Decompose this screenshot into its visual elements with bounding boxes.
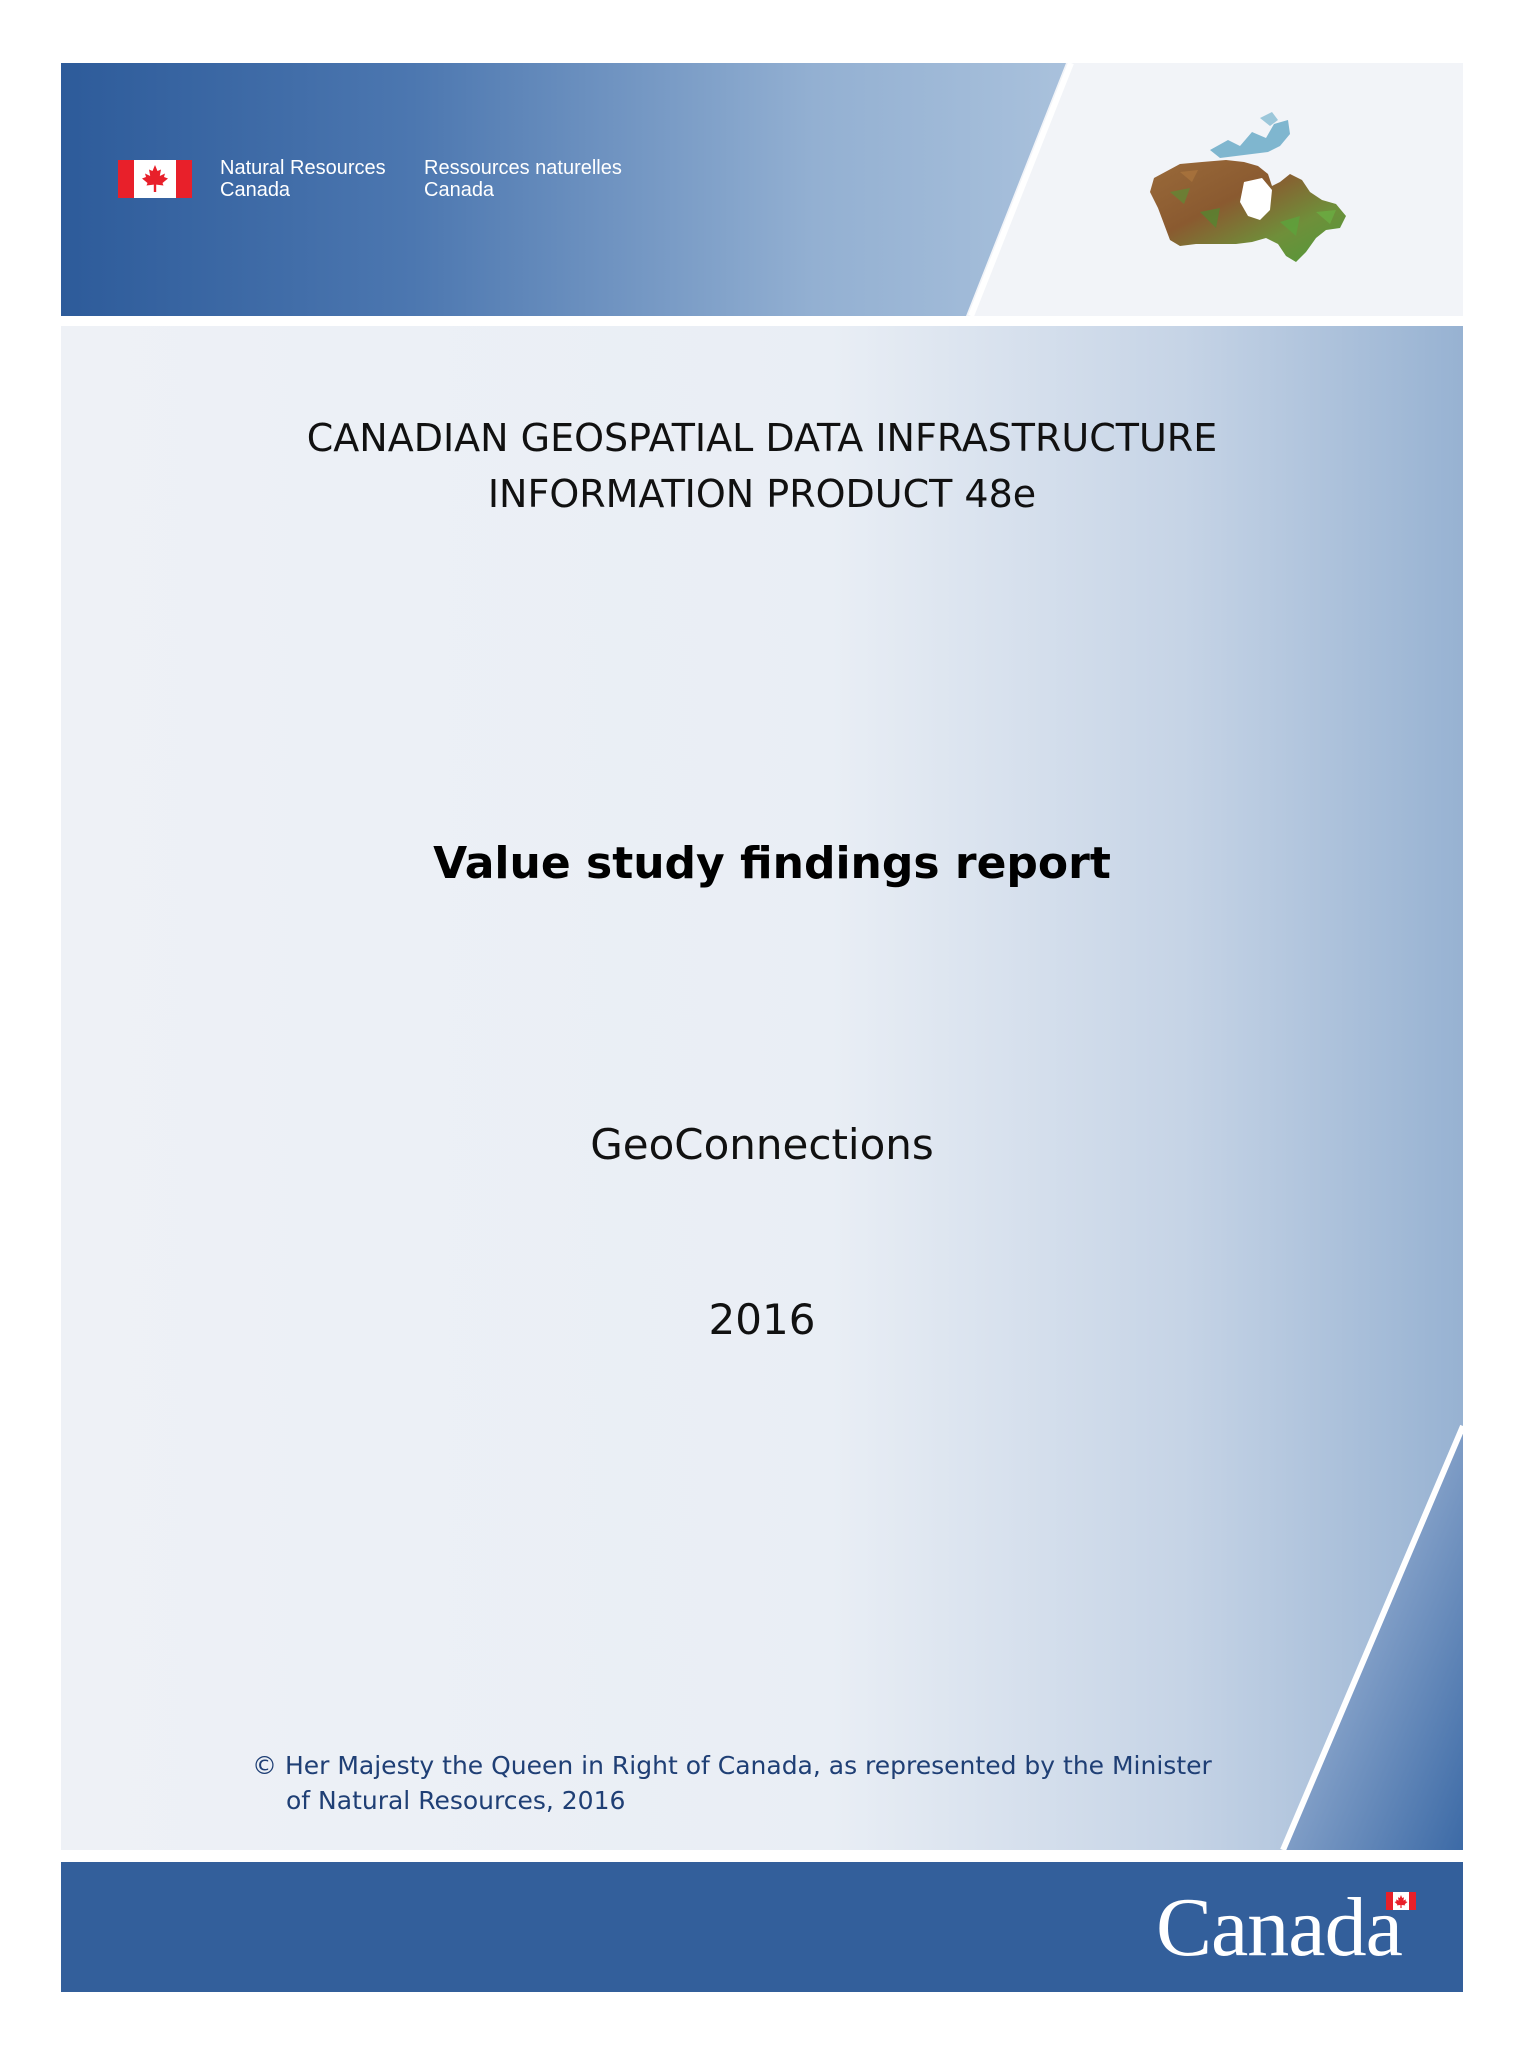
publication-year: 2016 [708, 1295, 816, 1344]
department-name-english: Natural Resources Canada [220, 157, 386, 201]
organization-name: GeoConnections [590, 1120, 934, 1169]
department-fr-line1: Ressources naturelles [424, 157, 622, 179]
department-en-line2: Canada [220, 179, 291, 201]
series-title-line1: CANADIAN GEOSPATIAL DATA INFRASTRUCTURE [306, 416, 1218, 460]
copyright-line1: © Her Majesty the Queen in Right of Cana… [252, 1751, 1212, 1780]
department-fr-line2: Canada [424, 179, 495, 201]
series-title-line2: INFORMATION PRODUCT 48e [487, 472, 1037, 516]
canada-wordmark-flag-icon [1386, 1892, 1416, 1910]
canada-flag-icon [118, 160, 192, 198]
canada-map-image [1140, 112, 1360, 282]
canada-wordmark: Canada [1156, 1881, 1403, 1974]
department-en-line1: Natural Resources [220, 157, 386, 179]
series-title: CANADIAN GEOSPATIAL DATA INFRASTRUCTURE … [61, 410, 1463, 522]
department-name-french: Ressources naturelles Canada [424, 157, 622, 201]
copyright-notice: © Her Majesty the Queen in Right of Cana… [252, 1748, 1312, 1818]
footer-banner [61, 1862, 1463, 1992]
cover-body-panel [61, 326, 1463, 1850]
copyright-line2: of Natural Resources, 2016 [286, 1786, 626, 1815]
report-title: Value study findings report [433, 838, 1111, 889]
